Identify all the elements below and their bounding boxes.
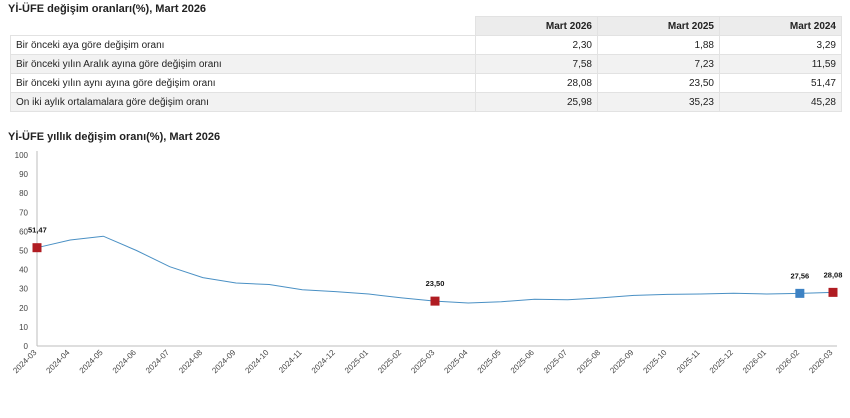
table-row: Bir önceki yılın aynı ayına göre değişim… [10,73,842,93]
x-tick-label: 2024-05 [78,348,106,376]
x-tick-label: 2024-09 [210,348,238,376]
y-tick-label: 90 [19,170,28,179]
data-label: 28,08 [824,270,843,279]
cell-value: 3,29 [719,35,842,55]
x-tick-label: 2025-06 [509,348,537,376]
y-tick-label: 20 [19,304,28,313]
table-header-row: Mart 2026 Mart 2025 Mart 2024 [10,16,842,36]
x-tick-label: 2025-02 [376,348,404,376]
highlight-marker [795,288,805,298]
x-tick-label: 2024-04 [44,348,72,376]
cell-value: 28,08 [475,73,598,93]
x-tick-label: 2025-04 [442,348,470,376]
cell-value: 51,47 [719,73,842,93]
chart-title: Yİ-ÜFE yıllık değişim oranı(%), Mart 202… [8,131,221,143]
x-tick-label: 2025-07 [542,348,570,376]
x-tick-label: 2026-02 [774,348,802,376]
y-tick-label: 40 [19,266,28,275]
x-tick-label: 2024-06 [111,348,139,376]
data-label: 27,56 [790,271,809,280]
y-tick-label: 10 [19,323,28,332]
row-label: Bir önceki yılın aynı ayına göre değişim… [10,73,476,93]
cell-value: 11,59 [719,54,842,74]
row-label: On iki aylık ortalamalara göre değişim o… [10,92,476,112]
data-label: 23,50 [426,279,445,288]
x-tick-label: 2025-08 [575,348,603,376]
table-row: On iki aylık ortalamalara göre değişim o… [10,92,842,112]
cell-value: 35,23 [597,92,720,112]
x-tick-label: 2024-08 [177,348,205,376]
x-tick-label: 2026-01 [741,348,769,376]
cell-value: 45,28 [719,92,842,112]
table-header-mart-2026: Mart 2026 [475,16,598,36]
table-row: Bir önceki aya göre değişim oranı 2,30 1… [10,35,842,55]
highlight-marker [430,296,440,306]
highlight-marker [32,243,42,253]
x-tick-label: 2024-03 [11,348,39,376]
x-tick-label: 2024-07 [144,348,172,376]
y-tick-label: 0 [24,342,29,351]
x-tick-label: 2024-10 [243,348,271,376]
series-line [36,235,834,304]
x-tick-label: 2025-12 [708,348,736,376]
cell-value: 1,88 [597,35,720,55]
y-tick-label: 50 [19,247,28,256]
cell-value: 7,23 [597,54,720,74]
y-tick-label: 80 [19,189,28,198]
cell-value: 2,30 [475,35,598,55]
table-header-blank [10,16,476,36]
x-tick-label: 2024-11 [277,348,304,375]
y-tick-label: 60 [19,227,28,236]
y-tick-label: 30 [19,285,28,294]
y-tick-label: 100 [15,151,29,160]
table-header-mart-2024: Mart 2024 [719,16,842,36]
x-tick-label: 2025-11 [675,348,702,375]
x-tick-label: 2025-10 [641,348,669,376]
x-tick-label: 2025-03 [409,348,437,376]
data-label: 51,47 [28,226,47,235]
x-tick-label: 2026-03 [807,348,835,376]
cell-value: 23,50 [597,73,720,93]
x-tick-label: 2025-01 [343,348,371,376]
change-rates-table: Mart 2026 Mart 2025 Mart 2024 Bir önceki… [10,16,842,112]
x-tick-label: 2025-09 [608,348,636,376]
cell-value: 25,98 [475,92,598,112]
table-row: Bir önceki yılın Aralık ayına göre değiş… [10,54,842,74]
x-tick-label: 2024-12 [310,348,338,376]
cell-value: 7,58 [475,54,598,74]
x-tick-label: 2025-05 [476,348,504,376]
y-tick-label: 70 [19,208,28,217]
table-title: Yİ-ÜFE değişim oranları(%), Mart 2026 [8,3,207,15]
table-header-mart-2025: Mart 2025 [597,16,720,36]
highlight-marker [828,287,838,297]
row-label: Bir önceki aya göre değişim oranı [10,35,476,55]
row-label: Bir önceki yılın Aralık ayına göre değiş… [10,54,476,74]
